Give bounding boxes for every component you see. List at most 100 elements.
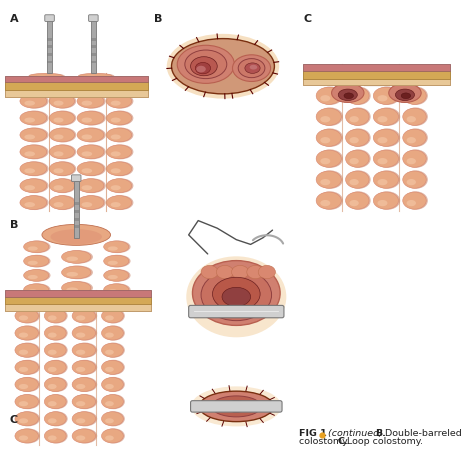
Ellipse shape: [238, 59, 265, 78]
Ellipse shape: [21, 77, 49, 92]
Ellipse shape: [317, 66, 343, 84]
Ellipse shape: [102, 360, 125, 375]
Ellipse shape: [28, 275, 38, 279]
Ellipse shape: [374, 129, 399, 146]
Ellipse shape: [185, 50, 227, 79]
Ellipse shape: [73, 308, 97, 324]
Ellipse shape: [349, 74, 359, 80]
Ellipse shape: [316, 171, 341, 188]
Ellipse shape: [346, 171, 369, 188]
Ellipse shape: [101, 395, 123, 409]
Ellipse shape: [72, 378, 96, 392]
FancyBboxPatch shape: [5, 305, 151, 311]
Text: (continued): (continued): [328, 429, 386, 438]
Ellipse shape: [82, 134, 92, 140]
Ellipse shape: [77, 196, 104, 210]
Ellipse shape: [316, 108, 341, 126]
Ellipse shape: [338, 89, 357, 100]
Ellipse shape: [77, 111, 104, 125]
Ellipse shape: [20, 77, 47, 91]
Ellipse shape: [403, 87, 426, 104]
FancyBboxPatch shape: [303, 64, 450, 71]
Ellipse shape: [54, 202, 64, 207]
Ellipse shape: [377, 95, 387, 101]
Ellipse shape: [24, 100, 35, 106]
Ellipse shape: [102, 428, 125, 444]
Ellipse shape: [63, 281, 93, 295]
Ellipse shape: [51, 111, 76, 126]
Ellipse shape: [108, 145, 133, 159]
Ellipse shape: [317, 192, 343, 210]
Ellipse shape: [216, 266, 234, 279]
Ellipse shape: [63, 266, 93, 279]
FancyBboxPatch shape: [303, 79, 450, 85]
Ellipse shape: [78, 77, 106, 92]
FancyBboxPatch shape: [89, 15, 98, 21]
FancyBboxPatch shape: [47, 45, 52, 48]
Ellipse shape: [104, 241, 129, 252]
Ellipse shape: [45, 343, 66, 357]
Ellipse shape: [349, 200, 359, 206]
Ellipse shape: [101, 309, 123, 323]
Ellipse shape: [15, 378, 38, 392]
Ellipse shape: [102, 377, 125, 392]
Ellipse shape: [196, 66, 206, 73]
Ellipse shape: [78, 195, 106, 210]
Ellipse shape: [84, 87, 97, 89]
Ellipse shape: [24, 134, 35, 140]
Ellipse shape: [16, 291, 40, 306]
Ellipse shape: [108, 275, 118, 279]
Ellipse shape: [105, 298, 130, 310]
Ellipse shape: [46, 360, 68, 375]
Ellipse shape: [222, 287, 251, 306]
Ellipse shape: [344, 93, 354, 99]
Ellipse shape: [73, 343, 97, 358]
Ellipse shape: [346, 170, 371, 189]
Ellipse shape: [19, 418, 28, 424]
Ellipse shape: [108, 246, 118, 251]
Ellipse shape: [105, 418, 114, 424]
Ellipse shape: [35, 93, 48, 95]
Ellipse shape: [48, 315, 56, 320]
Ellipse shape: [20, 145, 47, 159]
Ellipse shape: [45, 378, 66, 392]
Ellipse shape: [403, 171, 426, 188]
Ellipse shape: [317, 128, 343, 147]
FancyBboxPatch shape: [91, 38, 96, 40]
Ellipse shape: [374, 86, 400, 105]
Ellipse shape: [49, 196, 74, 210]
Ellipse shape: [377, 137, 387, 143]
FancyBboxPatch shape: [74, 218, 79, 220]
FancyBboxPatch shape: [5, 297, 151, 305]
Ellipse shape: [46, 411, 68, 426]
Ellipse shape: [16, 411, 40, 426]
Ellipse shape: [374, 192, 399, 209]
Ellipse shape: [24, 84, 35, 89]
Ellipse shape: [110, 152, 121, 156]
Ellipse shape: [78, 178, 106, 193]
Ellipse shape: [395, 89, 414, 100]
Ellipse shape: [77, 162, 104, 176]
Ellipse shape: [107, 196, 132, 210]
FancyBboxPatch shape: [91, 60, 96, 63]
Ellipse shape: [54, 100, 64, 106]
Ellipse shape: [229, 404, 243, 409]
Ellipse shape: [107, 179, 132, 193]
Ellipse shape: [110, 118, 121, 123]
Ellipse shape: [24, 270, 49, 281]
Ellipse shape: [48, 298, 56, 303]
Text: B.: B.: [375, 429, 386, 438]
Ellipse shape: [332, 83, 364, 102]
Ellipse shape: [78, 145, 106, 159]
Ellipse shape: [105, 269, 130, 282]
Ellipse shape: [77, 77, 104, 91]
Ellipse shape: [316, 192, 341, 209]
Ellipse shape: [51, 178, 76, 193]
FancyBboxPatch shape: [91, 45, 96, 48]
Ellipse shape: [107, 145, 132, 159]
Ellipse shape: [72, 343, 96, 357]
Ellipse shape: [374, 171, 399, 188]
Ellipse shape: [77, 128, 104, 142]
FancyBboxPatch shape: [47, 53, 52, 56]
Ellipse shape: [15, 412, 38, 426]
